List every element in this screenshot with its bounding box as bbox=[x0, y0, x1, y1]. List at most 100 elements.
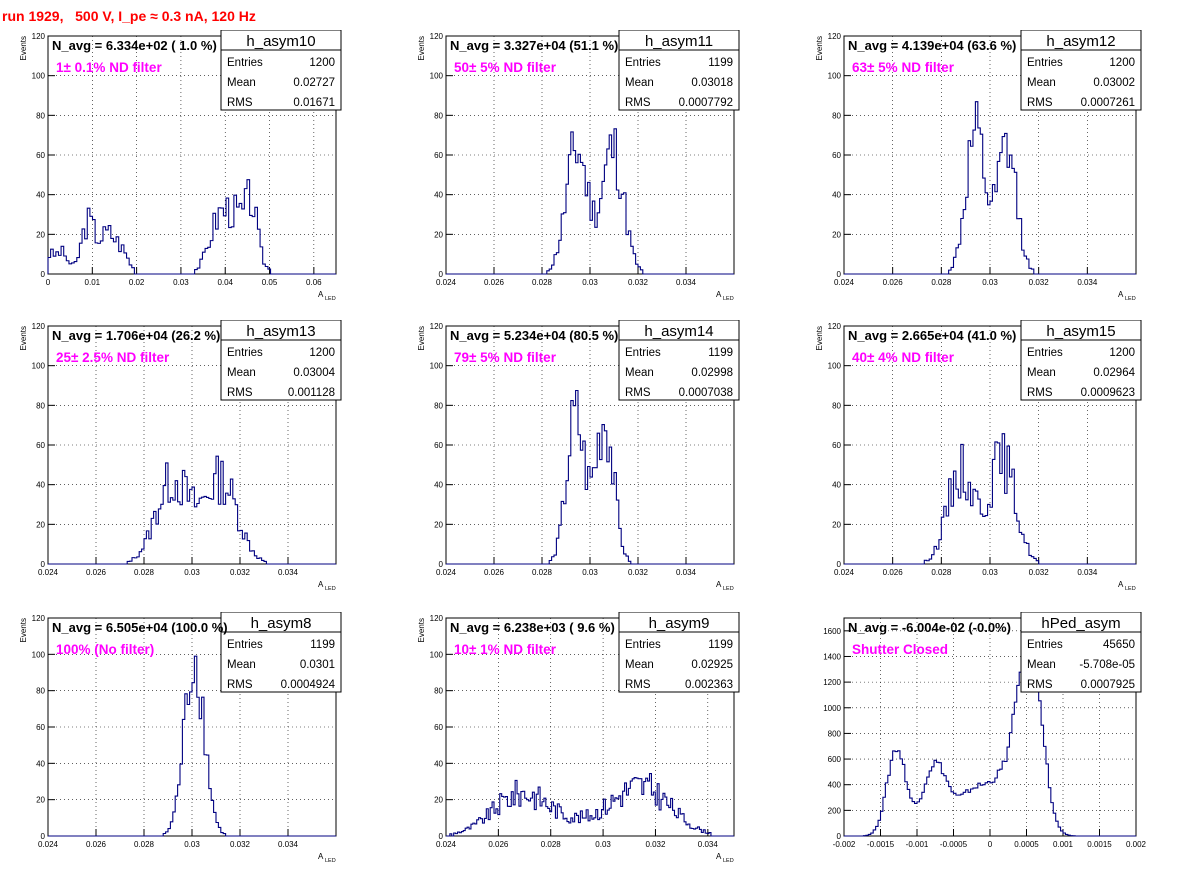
stats-value: 0.0007792 bbox=[679, 97, 733, 109]
histogram-panel-h-asym13: 0.024 0.026 0.028 0.03 0.032 0.034 0 20 40 60 80 10… bbox=[0, 320, 398, 600]
y-tick-label: 80 bbox=[36, 111, 45, 120]
stats-value: -5.708e-05 bbox=[1079, 659, 1135, 671]
y-tick-label: 100 bbox=[32, 650, 46, 659]
y-tick-label: 20 bbox=[36, 230, 45, 239]
y-tick-label: 100 bbox=[430, 72, 444, 81]
stats-title: hPed_asym bbox=[1041, 615, 1120, 632]
stats-title: h_asym12 bbox=[1046, 33, 1115, 50]
x-tick-label: 0.032 bbox=[645, 840, 666, 849]
stats-value: 0.01671 bbox=[293, 97, 335, 109]
x-tick-label: 0.03 bbox=[582, 278, 598, 287]
histogram-line bbox=[844, 617, 1136, 837]
stats-key: RMS bbox=[1027, 97, 1053, 109]
y-axis-label: Events bbox=[417, 618, 426, 642]
stats-key: Entries bbox=[227, 639, 263, 651]
stats-key: Entries bbox=[1027, 639, 1063, 651]
stats-key: RMS bbox=[1027, 679, 1053, 691]
y-tick-label: 20 bbox=[434, 230, 443, 239]
histogram-panel-h-asym10: 0 0.01 0.02 0.03 0.04 0.05 0.06 0 20 40 60 80 100 120… bbox=[0, 30, 398, 310]
y-tick-label: 40 bbox=[36, 759, 45, 768]
y-axis-label: Events bbox=[19, 36, 28, 60]
stats-key: Mean bbox=[1027, 659, 1056, 671]
x-tick-label: 0 bbox=[988, 840, 993, 849]
x-tick-label: 0.05 bbox=[262, 278, 278, 287]
y-tick-label: 80 bbox=[832, 401, 841, 410]
x-tick-label: 0.032 bbox=[230, 840, 251, 849]
stats-box bbox=[618, 320, 740, 401]
stats-key: Entries bbox=[625, 639, 661, 651]
x-tick-label: -0.0015 bbox=[867, 840, 895, 849]
x-tick-label: 0 bbox=[46, 278, 51, 287]
stats-value: 1200 bbox=[1109, 347, 1135, 359]
navg-label: N_avg = 5.234e+04 (80.5 %) bbox=[450, 328, 618, 343]
y-tick-label: 20 bbox=[832, 230, 841, 239]
stats-value: 45650 bbox=[1103, 639, 1135, 651]
y-tick-label: 120 bbox=[32, 322, 46, 331]
filter-annotation: 63± 5% ND filter bbox=[852, 60, 955, 75]
y-tick-label: 0 bbox=[439, 270, 444, 279]
x-tick-label: 0.03 bbox=[184, 568, 200, 577]
stats-key: Mean bbox=[1027, 77, 1056, 89]
y-tick-label: 200 bbox=[828, 806, 842, 815]
filter-annotation: 10± 1% ND filter bbox=[454, 642, 557, 657]
y-tick-label: 100 bbox=[430, 650, 444, 659]
x-tick-label: 0.024 bbox=[38, 840, 59, 849]
y-axis-label: Events bbox=[815, 36, 824, 60]
stats-value: 0.0009623 bbox=[1081, 387, 1135, 399]
stats-title: h_asym15 bbox=[1046, 323, 1115, 340]
stats-title: h_asym11 bbox=[645, 33, 713, 50]
filter-annotation: 1± 0.1% ND filter bbox=[56, 60, 162, 75]
x-axis-label: A bbox=[318, 580, 324, 589]
x-tick-label: -0.001 bbox=[906, 840, 929, 849]
y-tick-label: 1400 bbox=[823, 652, 841, 661]
y-axis-label: Events bbox=[19, 326, 28, 350]
y-tick-label: 1000 bbox=[823, 704, 841, 713]
y-tick-label: 0 bbox=[439, 832, 444, 841]
y-tick-label: 20 bbox=[434, 796, 443, 805]
y-tick-label: 0 bbox=[837, 270, 842, 279]
histogram-line bbox=[844, 101, 1136, 275]
y-tick-label: 60 bbox=[832, 151, 841, 160]
x-axis-label: A bbox=[318, 852, 324, 861]
x-tick-label: 0.026 bbox=[883, 278, 904, 287]
x-tick-label: 0.028 bbox=[931, 278, 952, 287]
y-tick-label: 400 bbox=[828, 781, 842, 790]
x-tick-label: 0.028 bbox=[532, 278, 553, 287]
x-tick-label: 0.0015 bbox=[1087, 840, 1112, 849]
x-tick-label: 0.032 bbox=[230, 568, 251, 577]
navg-label: N_avg = 6.505e+04 (100.0 %) bbox=[52, 620, 228, 635]
y-tick-label: 60 bbox=[36, 441, 45, 450]
y-tick-label: 60 bbox=[36, 723, 45, 732]
x-axis-label-subscript: LED bbox=[325, 586, 336, 592]
x-tick-label: 0.034 bbox=[1077, 278, 1098, 287]
stats-value: 0.002363 bbox=[685, 679, 733, 691]
y-tick-label: 0 bbox=[41, 560, 46, 569]
stats-value: 0.03002 bbox=[1093, 77, 1135, 89]
run-title: run 1929, 500 V, I_pe ≈ 0.3 nA, 120 Hz bbox=[2, 8, 256, 24]
stats-box bbox=[1020, 30, 1142, 111]
x-tick-label: 0.032 bbox=[1029, 278, 1050, 287]
stats-key: Mean bbox=[227, 659, 256, 671]
stats-key: Entries bbox=[625, 57, 661, 69]
stats-box bbox=[618, 30, 740, 111]
x-axis-label: A bbox=[1118, 290, 1124, 299]
y-tick-label: 80 bbox=[36, 687, 45, 696]
x-tick-label: 0.002 bbox=[1126, 840, 1147, 849]
y-tick-label: 600 bbox=[828, 755, 842, 764]
x-tick-label: 0.034 bbox=[278, 568, 299, 577]
stats-value: 1199 bbox=[708, 57, 733, 69]
stats-key: RMS bbox=[1027, 387, 1053, 399]
stats-key: Mean bbox=[227, 77, 256, 89]
stats-key: Mean bbox=[227, 367, 256, 379]
stats-box bbox=[1020, 612, 1142, 693]
y-tick-label: 80 bbox=[434, 687, 443, 696]
stats-value: 0.0007261 bbox=[1081, 97, 1135, 109]
x-tick-label: 0.04 bbox=[217, 278, 233, 287]
x-tick-label: 0.026 bbox=[86, 840, 107, 849]
x-tick-label: 0.03 bbox=[982, 278, 998, 287]
x-tick-label: 0.03 bbox=[173, 278, 189, 287]
y-tick-label: 0 bbox=[439, 560, 444, 569]
stats-title: h_asym10 bbox=[246, 33, 315, 50]
stats-box bbox=[618, 612, 740, 693]
x-tick-label: 0.024 bbox=[38, 568, 59, 577]
